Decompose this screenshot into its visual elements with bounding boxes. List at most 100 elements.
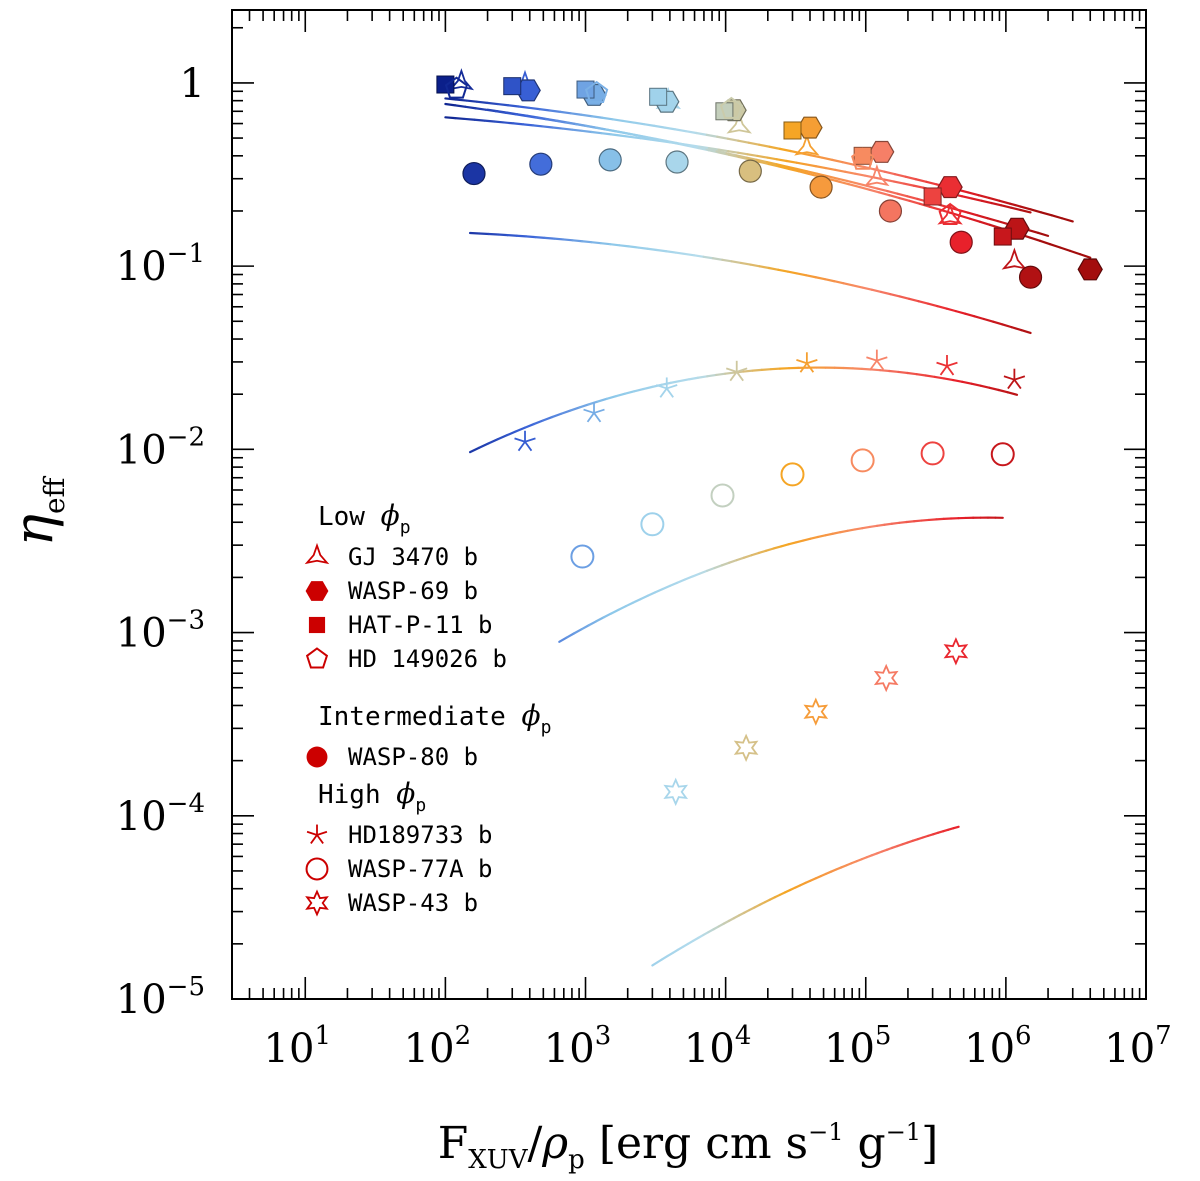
fit-segment [831, 158, 844, 164]
fit-segment [502, 121, 515, 125]
x-tick-base: 10 [544, 1026, 595, 1072]
y-tick-base: 10 [116, 244, 167, 290]
fit-segment [705, 373, 718, 378]
fit-segment [534, 236, 546, 239]
fit-segment [834, 168, 847, 173]
fit-segment [898, 196, 911, 202]
fit-segment [637, 246, 649, 250]
data-point [869, 140, 895, 163]
fit-segment [809, 535, 820, 540]
fit-segment [629, 135, 642, 140]
fit-segment [543, 236, 556, 240]
y-tick-label: 1 [180, 61, 205, 107]
fit-segment [868, 524, 879, 529]
data-point [1003, 368, 1026, 390]
fit-segment [693, 254, 705, 258]
fit-segment [746, 153, 759, 158]
fit-segment [674, 128, 687, 133]
asterisk-arm [806, 359, 818, 365]
fit-segment [988, 386, 1000, 392]
asterisk-arm [666, 384, 678, 390]
data-point [462, 161, 486, 186]
fit-segment [601, 116, 614, 121]
fit-segment [967, 191, 980, 197]
data-point [794, 133, 820, 156]
asterisk-arm [593, 412, 602, 423]
fit-segment [684, 130, 698, 135]
fit-segment [559, 110, 572, 115]
fit-segment [908, 199, 921, 205]
fit-segment [578, 403, 590, 409]
fit-segment [716, 135, 729, 140]
fit-segment [646, 247, 658, 252]
fit-segment [676, 578, 687, 584]
data-point [719, 96, 744, 119]
fit-segment [925, 180, 938, 186]
fit-segment [820, 156, 834, 161]
y-tick-exp: −1 [167, 239, 205, 269]
fit-segment [691, 572, 701, 578]
fit-segment [617, 605, 627, 611]
fit-segment [724, 371, 736, 375]
fit-segment [795, 161, 808, 166]
fit-segment [927, 518, 938, 522]
fit-segment [550, 412, 563, 419]
asterisk-arm [736, 371, 744, 382]
fit-segment [898, 520, 908, 524]
fit-segment [870, 368, 882, 372]
data-point [649, 87, 668, 106]
fit-segment [906, 195, 919, 201]
fit-segment [715, 372, 727, 377]
x-tick-label: 106 [964, 1021, 1031, 1072]
fit-segment [1020, 328, 1032, 335]
fit-segment [904, 175, 917, 181]
fit-segment [961, 380, 973, 385]
y-label-sub: eff [38, 475, 71, 514]
fit-segment [787, 167, 801, 173]
x-tick-base: 10 [824, 1026, 875, 1072]
fit-segment [825, 174, 839, 180]
data-point [850, 448, 875, 473]
fit-segment [814, 276, 827, 281]
x-tick-label: 104 [684, 1021, 751, 1072]
fit-segment [1028, 236, 1042, 242]
fit-segment [702, 255, 715, 260]
fit-segment [978, 220, 991, 226]
data-point [990, 442, 1015, 467]
data-point [448, 68, 475, 91]
y-tick-exp: −2 [167, 422, 205, 452]
fit-segment [635, 134, 648, 139]
fit-segment [544, 118, 557, 122]
fit-segment [668, 141, 681, 145]
data-point [444, 76, 469, 99]
fit-segment [814, 165, 827, 170]
fit-segment [524, 114, 537, 119]
y-tick-base: 10 [116, 427, 167, 473]
x-tick-base: 10 [404, 1026, 455, 1072]
asterisk-arm [946, 365, 955, 376]
fit-segment [948, 211, 961, 217]
x-tick-exp: 5 [875, 1021, 892, 1051]
legend-marker [305, 647, 329, 669]
fit-segment [736, 151, 749, 156]
data-point [710, 483, 735, 508]
fit-segment [541, 415, 554, 422]
y-tick-exp: −4 [167, 789, 205, 819]
fit-segment [590, 115, 604, 119]
fit-segment [678, 378, 690, 383]
fit-segment [569, 406, 581, 412]
y-tick-label: 10−5 [116, 972, 205, 1023]
fit-segment [815, 172, 829, 178]
fit-segment [785, 165, 799, 171]
fit-segment [444, 97, 457, 101]
asterisk-arm [799, 362, 808, 373]
asterisk-arm [517, 441, 526, 452]
fit-segment [590, 130, 603, 135]
data-point [529, 152, 553, 176]
legend-marker [305, 889, 329, 917]
fit-segment [912, 184, 925, 189]
fit-segment [720, 561, 731, 567]
fit-segment [1048, 243, 1062, 249]
asterisk-arm [736, 367, 748, 373]
fit-segment [478, 442, 490, 449]
